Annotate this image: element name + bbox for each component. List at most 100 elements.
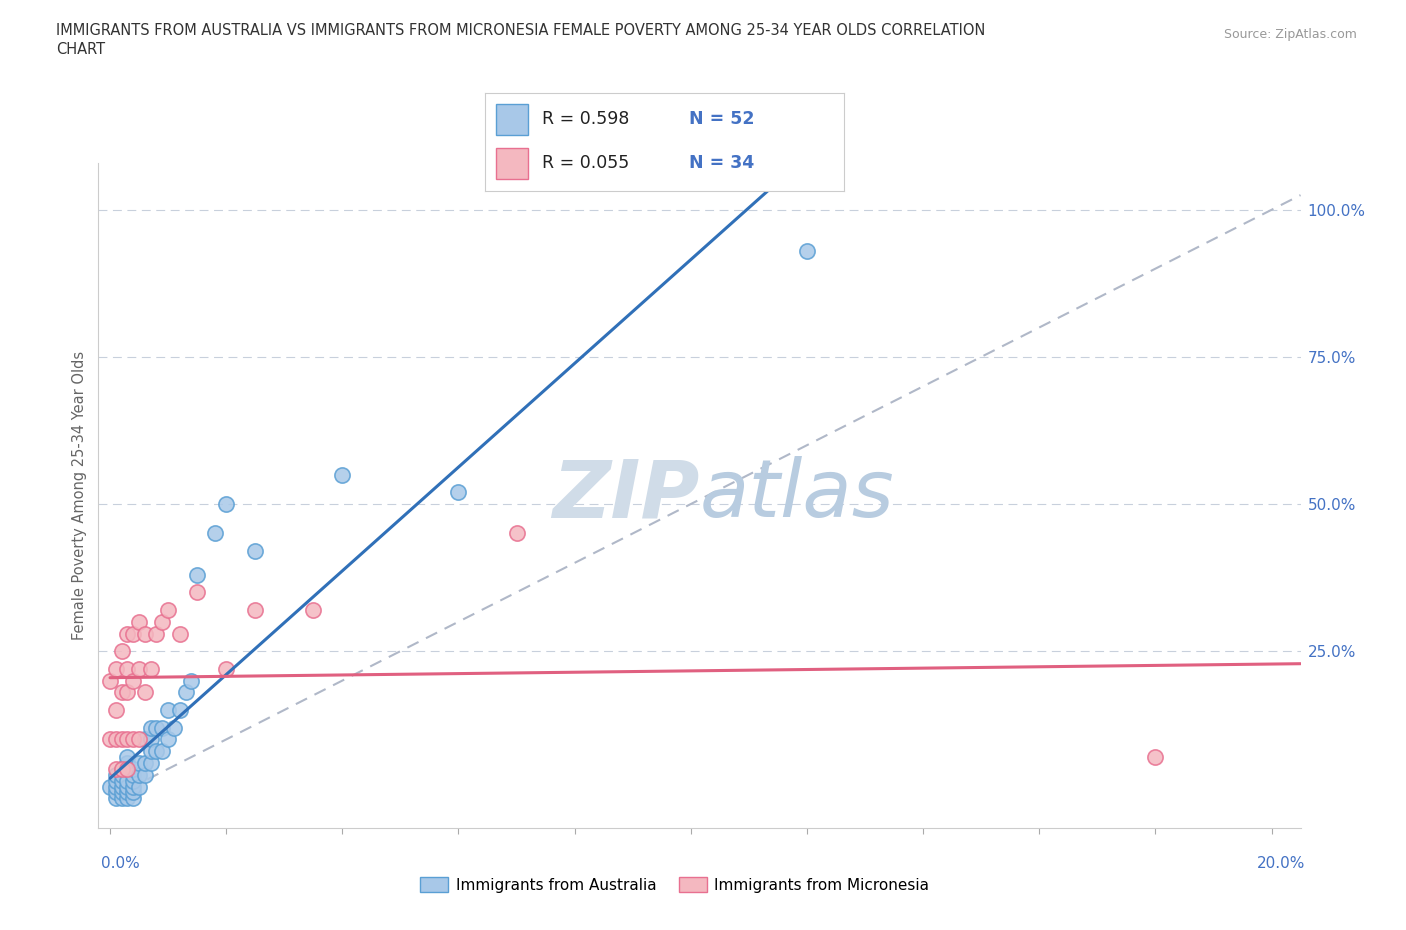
Point xyxy=(117,762,139,777)
Point xyxy=(104,773,127,788)
Point xyxy=(122,732,145,747)
Point xyxy=(111,762,134,777)
Point xyxy=(104,767,127,782)
Point xyxy=(122,762,145,777)
Point xyxy=(505,526,527,541)
Point xyxy=(134,755,156,770)
Point xyxy=(150,744,173,759)
Point xyxy=(134,684,156,699)
Text: Source: ZipAtlas.com: Source: ZipAtlas.com xyxy=(1223,28,1357,41)
Point xyxy=(139,661,162,676)
Point xyxy=(145,626,167,641)
Point xyxy=(111,762,134,777)
Point xyxy=(128,615,150,630)
Point xyxy=(796,244,818,259)
Point xyxy=(150,720,173,735)
Point xyxy=(117,626,139,641)
Point xyxy=(204,526,226,541)
FancyBboxPatch shape xyxy=(496,104,529,135)
Point xyxy=(157,603,180,618)
Point xyxy=(186,585,208,600)
Point xyxy=(122,785,145,800)
Point xyxy=(134,626,156,641)
Point xyxy=(139,720,162,735)
Point xyxy=(150,615,173,630)
Point xyxy=(104,732,127,747)
Point xyxy=(98,673,121,688)
Point xyxy=(117,779,139,794)
Point xyxy=(111,644,134,658)
Text: 0.0%: 0.0% xyxy=(101,856,141,870)
Text: R = 0.055: R = 0.055 xyxy=(543,154,630,172)
Y-axis label: Female Poverty Among 25-34 Year Olds: Female Poverty Among 25-34 Year Olds xyxy=(72,351,87,640)
Point xyxy=(245,603,267,618)
Point xyxy=(145,744,167,759)
Point xyxy=(117,684,139,699)
Point xyxy=(122,790,145,805)
Point xyxy=(117,790,139,805)
Point xyxy=(163,720,186,735)
Point xyxy=(104,762,127,777)
Legend: Immigrants from Australia, Immigrants from Micronesia: Immigrants from Australia, Immigrants fr… xyxy=(415,871,935,899)
Point xyxy=(330,467,353,482)
Point xyxy=(117,732,139,747)
Point xyxy=(117,773,139,788)
Point xyxy=(122,626,145,641)
Point xyxy=(111,773,134,788)
Point xyxy=(128,661,150,676)
Point xyxy=(117,750,139,764)
Point xyxy=(245,544,267,559)
Point xyxy=(139,732,162,747)
Text: R = 0.598: R = 0.598 xyxy=(543,111,630,128)
Point xyxy=(122,767,145,782)
Text: N = 34: N = 34 xyxy=(689,154,755,172)
Point xyxy=(447,485,470,499)
Point xyxy=(111,767,134,782)
Point xyxy=(117,755,139,770)
Point xyxy=(169,626,191,641)
Point xyxy=(128,755,150,770)
Text: IMMIGRANTS FROM AUSTRALIA VS IMMIGRANTS FROM MICRONESIA FEMALE POVERTY AMONG 25-: IMMIGRANTS FROM AUSTRALIA VS IMMIGRANTS … xyxy=(56,23,986,38)
Point xyxy=(117,785,139,800)
FancyBboxPatch shape xyxy=(496,148,529,179)
Point xyxy=(215,497,238,512)
Text: 20.0%: 20.0% xyxy=(1257,856,1305,870)
Point xyxy=(134,767,156,782)
Point xyxy=(111,732,134,747)
Point xyxy=(111,779,134,794)
Point xyxy=(104,779,127,794)
Point xyxy=(128,779,150,794)
Point xyxy=(104,785,127,800)
Point xyxy=(104,661,127,676)
Point xyxy=(215,661,238,676)
Point xyxy=(122,673,145,688)
Point xyxy=(180,673,202,688)
Point xyxy=(134,732,156,747)
Text: CHART: CHART xyxy=(56,42,105,57)
Point xyxy=(139,744,162,759)
Text: N = 52: N = 52 xyxy=(689,111,755,128)
Point xyxy=(1144,750,1167,764)
Point xyxy=(174,684,197,699)
Text: ZIP: ZIP xyxy=(553,457,700,534)
Point xyxy=(104,790,127,805)
Point xyxy=(111,785,134,800)
Point xyxy=(139,755,162,770)
Point xyxy=(98,732,121,747)
Point xyxy=(98,779,121,794)
Point xyxy=(157,702,180,717)
Point xyxy=(117,762,139,777)
Text: atlas: atlas xyxy=(700,457,894,534)
Point xyxy=(122,773,145,788)
Point xyxy=(122,779,145,794)
Point xyxy=(186,567,208,582)
Point xyxy=(104,702,127,717)
Point xyxy=(117,661,139,676)
Point xyxy=(111,790,134,805)
Point xyxy=(111,684,134,699)
Point xyxy=(128,732,150,747)
Point xyxy=(169,702,191,717)
Point xyxy=(302,603,325,618)
Point xyxy=(128,767,150,782)
Point xyxy=(145,720,167,735)
